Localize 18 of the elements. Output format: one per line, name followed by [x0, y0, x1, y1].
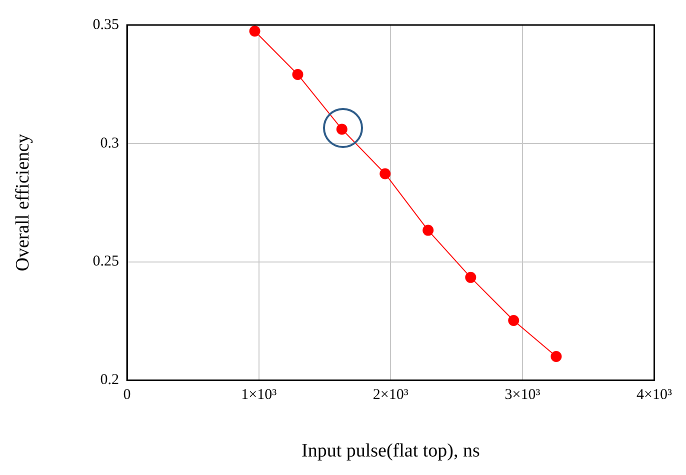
- x-tick-label: 1×10³: [241, 387, 278, 404]
- point: [550, 351, 562, 362]
- point: [422, 224, 434, 236]
- y-axis-title: Overall efficiency: [12, 133, 34, 272]
- x-tick-label: 2×10³: [372, 387, 409, 404]
- point: [465, 272, 476, 283]
- x-tick-label: 3×10³: [504, 387, 541, 404]
- y-tick-label: 0.2: [100, 372, 120, 388]
- point: [508, 315, 520, 326]
- point: [380, 168, 391, 180]
- x-tick-label: 4×10³: [636, 387, 672, 404]
- x-axis-title: Input pulse(flat top), ns: [301, 440, 480, 462]
- point: [249, 26, 260, 37]
- point: [292, 68, 304, 80]
- y-tick-label: 0.25: [92, 254, 120, 270]
- x-tick-label: 0: [123, 387, 131, 404]
- y-tick-label: 0.35: [92, 16, 120, 33]
- y-tick-label: 0.3: [100, 135, 120, 152]
